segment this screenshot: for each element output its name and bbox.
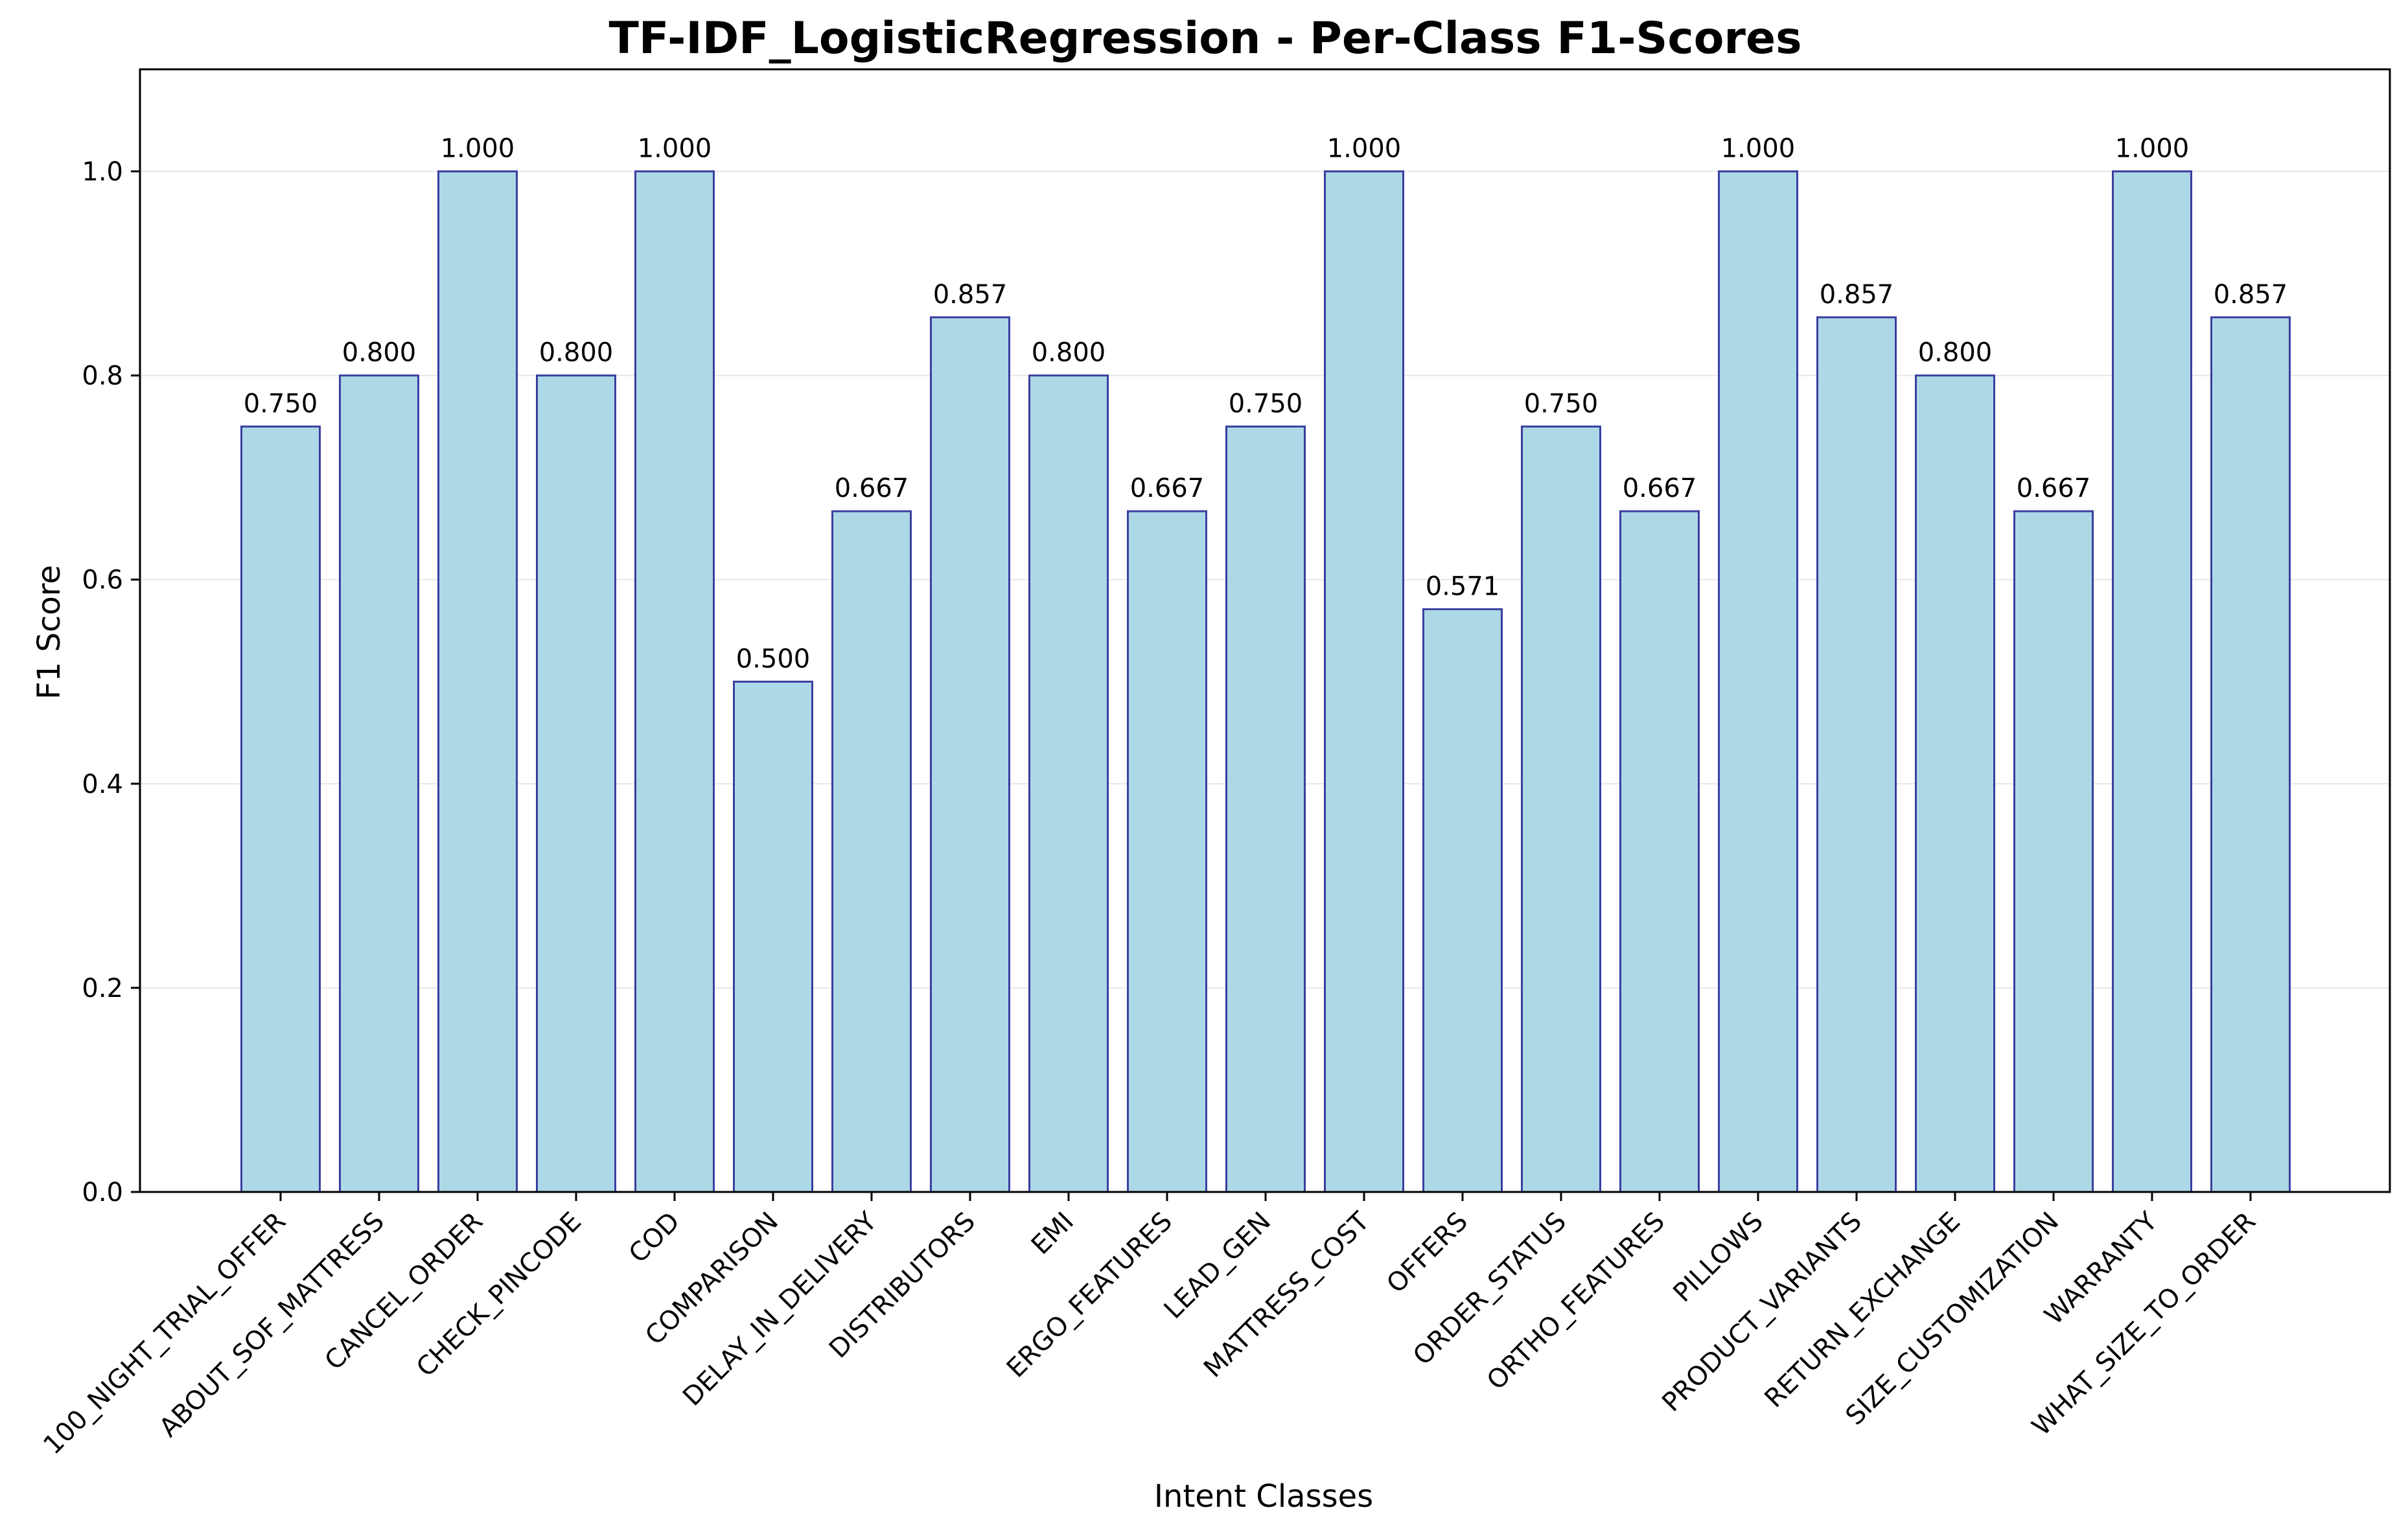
bar-value-label: 0.750 bbox=[1524, 389, 1599, 418]
x-tick-label: PRODUCT_VARIANTS bbox=[1656, 1207, 1868, 1418]
bar-about-sof-mattress bbox=[339, 374, 419, 1193]
bar-pillows bbox=[1718, 170, 1798, 1193]
y-tick-label: 0.6 bbox=[82, 566, 123, 595]
y-tick-label: 0.0 bbox=[82, 1178, 123, 1208]
x-tick-label: PILLOWS bbox=[1667, 1207, 1769, 1309]
bar-return-exchange bbox=[1915, 374, 1995, 1193]
x-tick-label: DELAY_IN_DELIVERY bbox=[677, 1206, 883, 1412]
bar-value-label: 0.800 bbox=[342, 338, 417, 368]
bar-100-night-trial-offer bbox=[240, 425, 321, 1193]
bar-value-label: 0.857 bbox=[933, 280, 1008, 310]
x-tick-label: ORTHO_FEATURES bbox=[1481, 1207, 1671, 1396]
bar-value-label: 0.571 bbox=[1426, 571, 1500, 601]
x-tick-label: CHECK_PINCODE bbox=[411, 1207, 587, 1383]
bar-value-label: 0.667 bbox=[835, 474, 909, 503]
bar-order-status bbox=[1521, 425, 1601, 1193]
bar-value-label: 0.800 bbox=[1918, 338, 1993, 368]
bar-value-label: 0.500 bbox=[736, 644, 811, 674]
bar-ergo-features bbox=[1127, 510, 1207, 1193]
bar-value-label: 0.800 bbox=[539, 338, 614, 368]
bar-value-label: 1.000 bbox=[441, 134, 515, 164]
bar-value-label: 1.000 bbox=[1327, 134, 1402, 164]
bars bbox=[240, 170, 2291, 1193]
x-tick-label: RETURN_EXCHANGE bbox=[1759, 1207, 1966, 1414]
y-axis-ticks: 0.0 0.2 0.4 0.6 0.8 1.0 bbox=[82, 157, 140, 1208]
x-tick-label: COD bbox=[623, 1207, 686, 1269]
x-axis-ticks: 100_NIGHT_TRIAL_OFFERABOUT_SOF_MATTRESSC… bbox=[38, 1192, 2262, 1460]
bar-value-label: 1.000 bbox=[1721, 134, 1796, 164]
bar-size-customization bbox=[2013, 510, 2094, 1193]
bar-value-label: 0.857 bbox=[2214, 280, 2288, 310]
y-tick-label: 0.8 bbox=[82, 361, 123, 391]
bar-value-label: 1.000 bbox=[2115, 134, 2190, 164]
bar-cod bbox=[634, 170, 715, 1193]
y-tick-label: 0.2 bbox=[82, 974, 123, 1003]
x-axis-label: Intent Classes bbox=[1154, 1478, 1373, 1515]
x-tick-label: MATTRESS_COST bbox=[1198, 1206, 1375, 1383]
bar-lead-gen bbox=[1225, 425, 1306, 1193]
y-tick-label: 0.4 bbox=[82, 770, 123, 799]
bar-product-variants bbox=[1816, 316, 1897, 1193]
bar-what-size-to-order bbox=[2210, 316, 2291, 1193]
y-axis-label: F1 Score bbox=[31, 565, 67, 700]
x-tick-label: EMI bbox=[1026, 1207, 1080, 1261]
bar-comparison bbox=[733, 680, 813, 1193]
chart-title: TF-IDF_LogisticRegression - Per-Class F1… bbox=[608, 13, 1801, 64]
bar-distributors bbox=[930, 316, 1010, 1193]
bar-check-pincode bbox=[536, 374, 616, 1193]
value-labels: 0.750 0.800 1.000 0.800 1.000 0.500 0.667 0.857… bbox=[244, 134, 2288, 674]
bar-value-label: 0.750 bbox=[1229, 389, 1303, 418]
y-tick-label: 1.0 bbox=[82, 157, 123, 187]
bar-warranty bbox=[2112, 170, 2192, 1193]
bar-value-label: 0.667 bbox=[1130, 474, 1205, 503]
bar-value-label: 0.667 bbox=[1623, 474, 1697, 503]
bar-value-label: 0.750 bbox=[244, 389, 318, 418]
bar-mattress-cost bbox=[1324, 170, 1404, 1193]
bar-emi bbox=[1028, 374, 1109, 1193]
bar-value-label: 0.857 bbox=[1820, 280, 1894, 310]
bar-value-label: 1.000 bbox=[638, 134, 712, 164]
bar-cancel-order bbox=[437, 170, 518, 1193]
bar-delay-in-delivery bbox=[831, 510, 912, 1193]
x-tick-label: ERGO_FEATURES bbox=[1001, 1207, 1178, 1384]
bar-value-label: 0.800 bbox=[1032, 338, 1106, 368]
bar-ortho-features bbox=[1619, 510, 1700, 1193]
x-tick-label: OFFERS bbox=[1381, 1207, 1474, 1299]
bar-offers bbox=[1422, 608, 1503, 1193]
bar-value-label: 0.667 bbox=[2017, 474, 2091, 503]
